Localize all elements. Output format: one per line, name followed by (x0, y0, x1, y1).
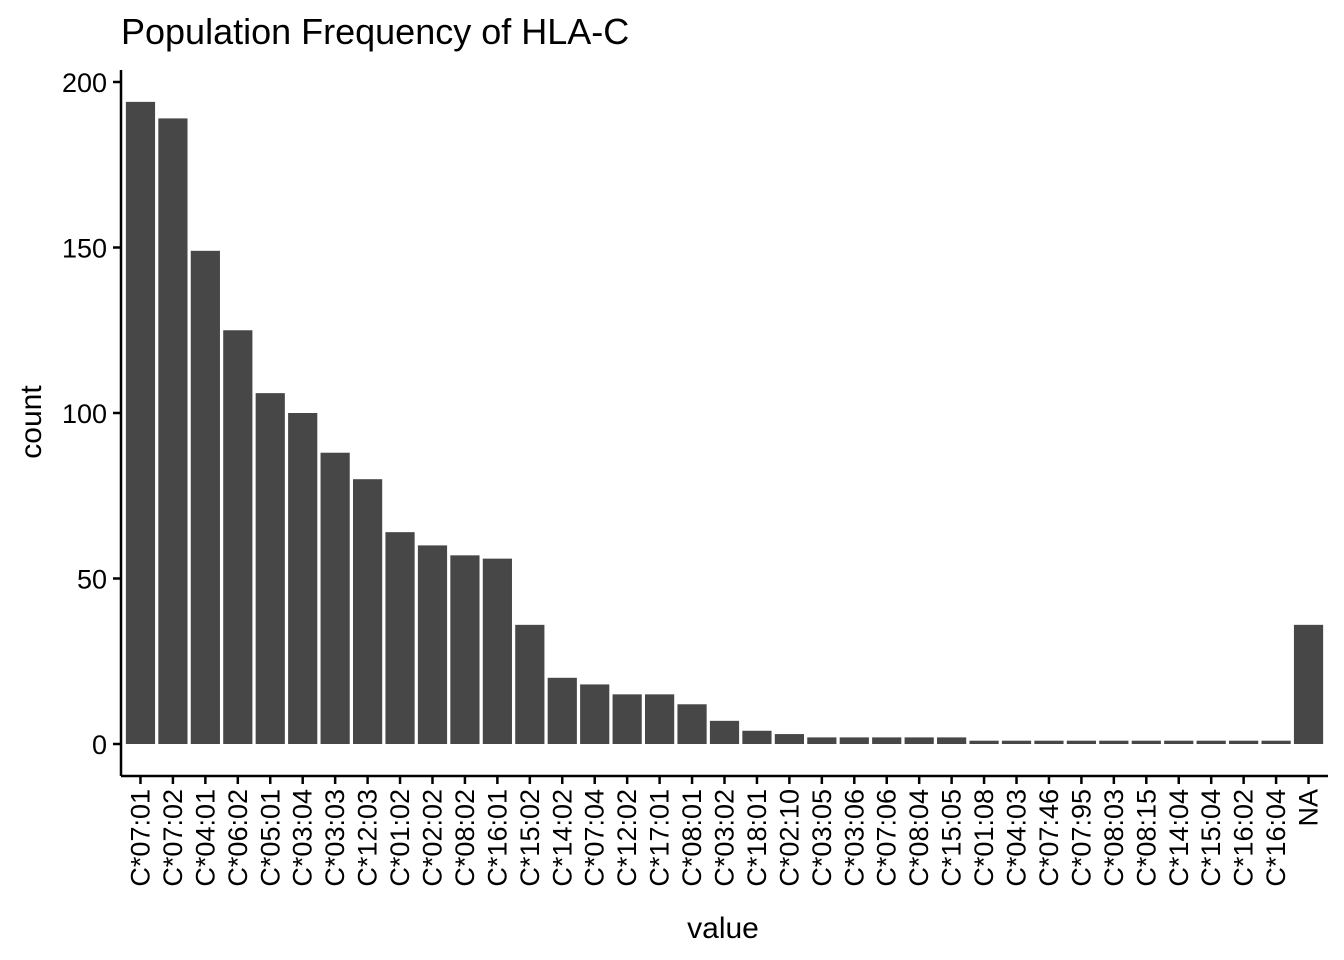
bar (190, 250, 220, 744)
x-tick-label: C*03:05 (807, 789, 837, 887)
bar (255, 393, 285, 744)
bar (547, 677, 577, 744)
x-tick-label: C*15:04 (1196, 789, 1226, 887)
bar (774, 734, 804, 744)
x-tick-label: C*03:03 (320, 789, 350, 887)
x-tick-label: C*18:01 (742, 789, 772, 887)
x-tick-label: C*07:04 (580, 789, 610, 887)
bar (1034, 740, 1064, 744)
bar (904, 737, 934, 744)
x-tick-label: C*01:02 (385, 789, 415, 887)
y-tick-label: 150 (62, 234, 107, 264)
x-tick-label: C*07:06 (872, 789, 902, 887)
x-tick-label: C*15:05 (937, 789, 967, 887)
x-tick-label: C*08:03 (1099, 789, 1129, 887)
bar (937, 737, 967, 744)
x-tick-label: C*08:15 (1131, 789, 1161, 887)
bar (1001, 740, 1032, 744)
x-tick-label: C*08:04 (904, 789, 934, 887)
bar (482, 558, 512, 744)
x-axis-ticks: C*07:01 C*07:02 C*04:01 C*06:02 C*05:01 C*03:… (125, 776, 1324, 887)
x-tick-label: C*16:04 (1261, 789, 1291, 887)
bar (677, 704, 707, 744)
x-tick-label: C*14:02 (547, 789, 577, 887)
x-tick-label: C*15:02 (515, 789, 545, 887)
x-tick-label: C*07:02 (158, 789, 188, 887)
x-tick-label: C*05:01 (255, 789, 285, 887)
bar (450, 555, 480, 744)
x-tick-label: C*06:02 (223, 789, 253, 887)
x-tick-label: C*02:02 (417, 789, 447, 887)
bar (1261, 740, 1291, 744)
x-tick-label: C*01:08 (969, 789, 999, 887)
bar (709, 720, 740, 744)
x-axis-label: value (687, 912, 759, 945)
bar (1099, 740, 1129, 744)
bar (1066, 740, 1097, 744)
x-tick-label: C*12:02 (612, 789, 642, 887)
x-tick-label: C*07:01 (125, 789, 155, 887)
chart-title: Population Frequency of HLA-C (121, 11, 629, 52)
bar (417, 545, 448, 744)
x-tick-label: C*07:95 (1066, 789, 1096, 887)
x-tick-label: C*04:01 (190, 789, 220, 887)
bar (125, 101, 156, 745)
bar (515, 624, 545, 744)
bar (158, 118, 188, 744)
bar (223, 330, 253, 744)
y-tick-label: 0 (92, 730, 107, 760)
x-tick-label: C*03:02 (710, 789, 740, 887)
y-tick-label: 200 (62, 68, 107, 98)
y-tick-label: 50 (77, 565, 107, 595)
bar (352, 479, 383, 744)
bar (385, 532, 415, 744)
x-tick-label: C*16:01 (482, 789, 512, 887)
bar (1164, 740, 1194, 744)
bar (969, 740, 999, 744)
y-axis-label: count (15, 385, 48, 459)
x-tick-label: C*03:06 (839, 789, 869, 887)
bar (1196, 740, 1226, 744)
bar (872, 737, 902, 744)
x-tick-label: C*08:02 (450, 789, 480, 887)
x-tick-label: C*16:02 (1229, 789, 1259, 887)
y-tick-label: 100 (62, 399, 107, 429)
bar (839, 737, 869, 744)
x-tick-label: C*17:01 (645, 789, 675, 887)
bar (1293, 624, 1324, 744)
x-tick-label: C*14:04 (1164, 789, 1194, 887)
bar (807, 737, 837, 744)
x-tick-label: C*02:10 (774, 789, 804, 887)
x-tick-label: NA (1294, 789, 1324, 827)
bar (580, 684, 610, 744)
y-axis-ticks: 0 50 100 150 200 (62, 68, 121, 760)
bar (612, 694, 642, 744)
bar (1131, 740, 1161, 744)
x-tick-label: C*07:46 (1034, 789, 1064, 887)
bar (1229, 740, 1259, 744)
bars-group (125, 101, 1324, 745)
bar (320, 452, 350, 744)
bar (742, 730, 772, 744)
x-tick-label: C*03:04 (288, 789, 318, 887)
x-tick-label: C*04:03 (1002, 789, 1032, 887)
x-tick-label: C*12:03 (353, 789, 383, 887)
bar (288, 413, 318, 744)
bar (645, 694, 675, 744)
x-tick-label: C*08:01 (677, 789, 707, 887)
